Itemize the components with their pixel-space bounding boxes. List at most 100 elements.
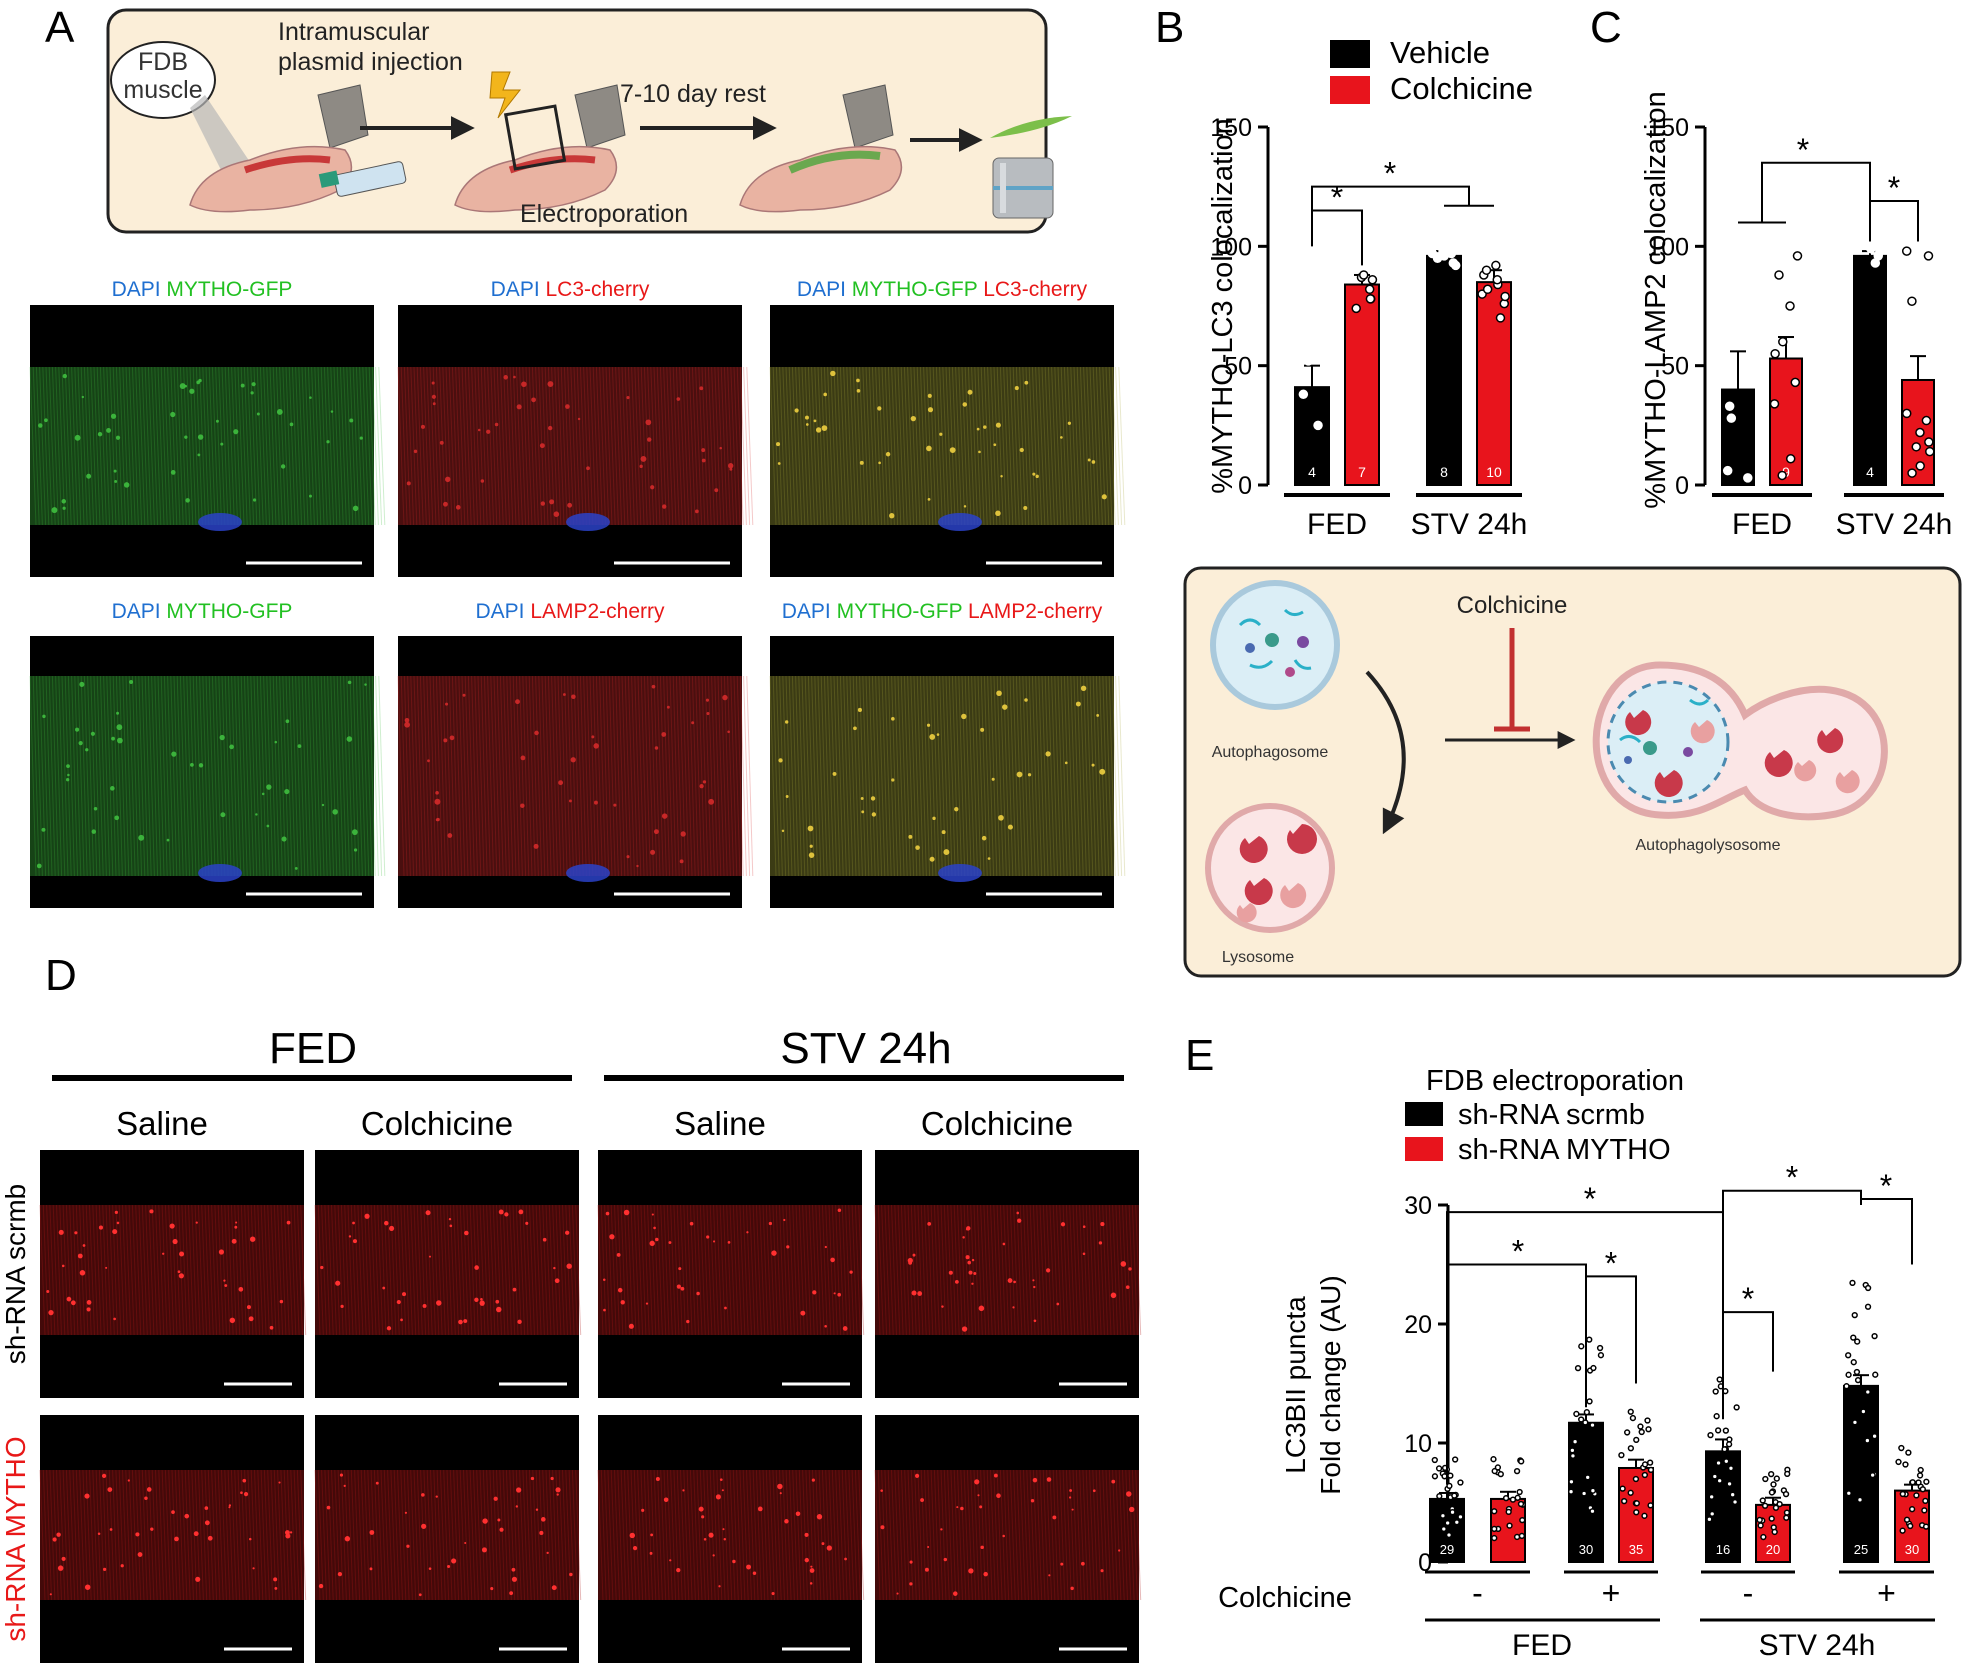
puncta	[1019, 447, 1024, 453]
data-point	[1922, 1523, 1930, 1530]
striation	[1044, 366, 1052, 526]
puncta	[783, 1218, 786, 1222]
striation	[336, 366, 344, 526]
striation	[493, 675, 501, 877]
striation	[42, 1469, 49, 1601]
striation	[917, 1204, 924, 1336]
striation	[416, 675, 424, 877]
puncta	[171, 751, 177, 757]
striation	[125, 1204, 132, 1336]
striation	[158, 1204, 165, 1336]
data-point	[1451, 1492, 1458, 1499]
striation	[360, 1469, 367, 1601]
striation	[375, 675, 383, 877]
striation	[792, 1204, 799, 1336]
puncta	[680, 831, 686, 837]
striation	[433, 1204, 440, 1336]
data-point	[1578, 1416, 1585, 1423]
puncta	[540, 1517, 546, 1522]
data-point	[1864, 1437, 1871, 1444]
n-label: 35	[1629, 1542, 1643, 1557]
puncta	[1070, 1586, 1074, 1591]
puncta	[1002, 1534, 1005, 1538]
striation	[859, 366, 867, 526]
striation	[423, 675, 431, 877]
striation	[562, 1469, 568, 1601]
sig-bracket	[1311, 209, 1363, 266]
striation	[749, 1204, 756, 1336]
striation	[808, 1469, 815, 1601]
striation	[557, 366, 565, 526]
striation	[215, 366, 223, 526]
striation	[173, 675, 181, 877]
puncta	[112, 1229, 118, 1235]
puncta	[809, 844, 813, 848]
striation	[980, 1204, 987, 1336]
striation	[683, 1469, 690, 1601]
striation	[499, 1469, 506, 1601]
puncta	[837, 1208, 842, 1213]
data-point	[1597, 1352, 1605, 1359]
puncta	[135, 1532, 140, 1537]
striation	[1052, 1469, 1059, 1601]
puncta	[215, 419, 219, 423]
puncta	[1024, 380, 1029, 385]
striation	[659, 675, 667, 877]
striation	[604, 1204, 611, 1336]
data-point	[1864, 1388, 1871, 1396]
striation	[1016, 1469, 1023, 1601]
striation	[1047, 675, 1055, 877]
striation	[637, 1469, 644, 1601]
puncta	[695, 509, 699, 514]
puncta	[276, 409, 283, 415]
striation	[260, 1469, 267, 1601]
puncta	[962, 1236, 965, 1239]
puncta	[190, 762, 194, 767]
puncta	[712, 1554, 715, 1557]
striation	[802, 1204, 809, 1336]
puncta	[44, 418, 48, 423]
puncta	[967, 389, 973, 395]
micrograph-label: DAPI LAMP2-cherry	[475, 600, 665, 623]
puncta	[993, 1473, 998, 1478]
striation	[663, 1469, 670, 1601]
striation	[976, 1204, 983, 1336]
puncta	[51, 507, 58, 514]
puncta	[823, 392, 827, 397]
striation	[552, 1204, 559, 1336]
striation	[67, 366, 75, 526]
striation	[479, 1469, 486, 1601]
puncta	[46, 1289, 50, 1293]
puncta	[231, 1238, 237, 1244]
puncta	[549, 499, 555, 505]
striation	[647, 675, 655, 877]
striation	[845, 1469, 851, 1601]
striation	[230, 1469, 237, 1601]
striation	[71, 675, 79, 877]
striation	[247, 1469, 254, 1601]
striation	[1023, 1469, 1029, 1601]
puncta	[746, 1231, 749, 1234]
data-point	[1915, 427, 1925, 438]
puncta	[251, 382, 256, 387]
puncta	[480, 479, 485, 483]
striation	[990, 1469, 996, 1601]
striation	[72, 1204, 79, 1336]
striation	[1086, 366, 1094, 526]
data-point	[1869, 1472, 1876, 1479]
striation	[1092, 675, 1100, 877]
striation	[1072, 1469, 1079, 1601]
striation	[974, 366, 982, 526]
striation	[138, 1204, 145, 1336]
striation	[186, 366, 194, 526]
striation	[467, 366, 475, 526]
puncta	[960, 1506, 964, 1511]
striation	[673, 1204, 680, 1336]
striation	[633, 1204, 640, 1336]
striation	[1069, 1204, 1076, 1336]
striation	[1111, 675, 1119, 877]
striation	[838, 1469, 845, 1601]
striation	[624, 366, 632, 526]
striation	[1049, 1469, 1056, 1601]
striation	[247, 1204, 254, 1336]
